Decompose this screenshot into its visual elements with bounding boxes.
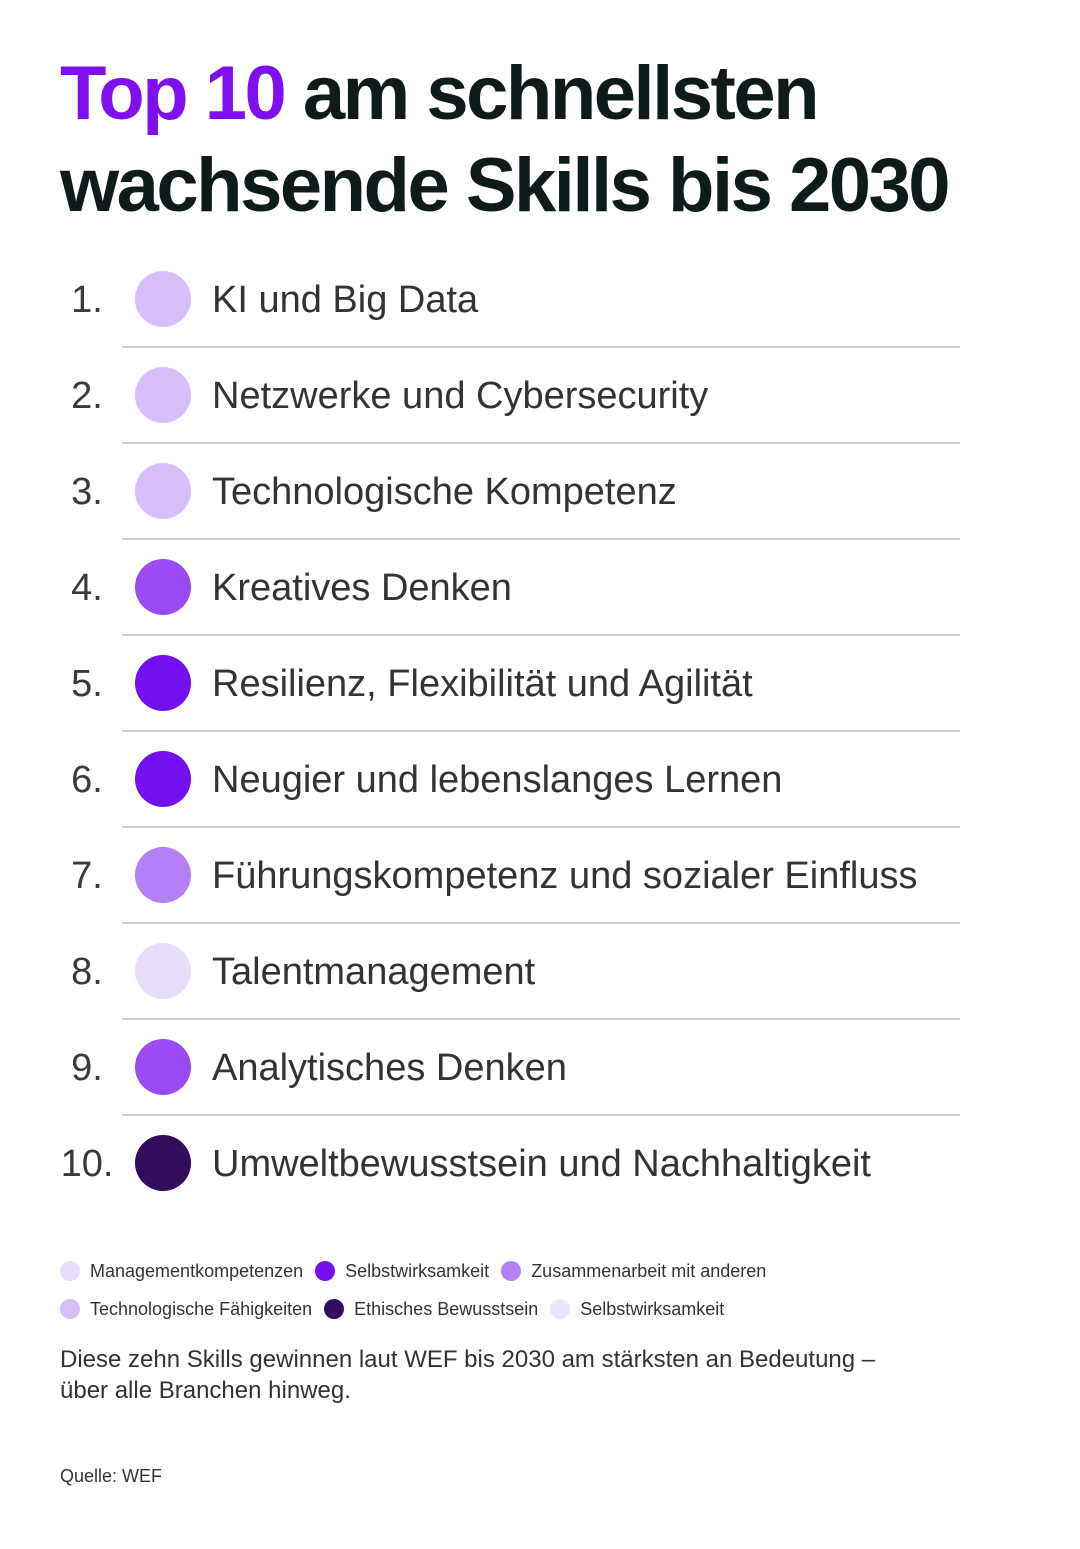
skill-row: 5. Resilienz, Flexibilität und Agilität (60, 636, 960, 732)
rank-number: 2. (71, 375, 103, 417)
rank-number: 5. (71, 663, 103, 705)
title-line-1: Top 10 am schnellsten (60, 48, 1040, 140)
title-highlight: Top 10 (60, 51, 287, 136)
category-dot (135, 943, 191, 999)
category-dot (135, 463, 191, 519)
row-divider (122, 730, 960, 732)
skill-label: Neugier und lebenslanges Lernen (212, 759, 783, 801)
skill-row: 8. Talentmanagement (60, 924, 960, 1020)
legend-swatch (550, 1299, 571, 1319)
category-dot (135, 751, 191, 807)
skill-label: Technologische Kompetenz (212, 471, 677, 513)
legend-item: Technologische Fähigkeiten (60, 1299, 312, 1320)
rank-number: 8. (71, 951, 103, 993)
footnote-line-2: über alle Branchen hinweg. (60, 1377, 351, 1404)
chart-title: Top 10 am schnellsten wachsende Skills b… (60, 48, 1040, 232)
skill-row: 9. Analytisches Denken (60, 1020, 960, 1116)
legend-swatch (60, 1299, 80, 1319)
skill-label: Umweltbewusstsein und Nachhaltigkeit (212, 1143, 871, 1185)
row-divider (122, 922, 960, 924)
row-divider (122, 538, 960, 540)
rank-number: 6. (71, 759, 103, 801)
skill-row: 3. Technologische Kompetenz (60, 444, 960, 540)
row-divider (122, 442, 960, 444)
skill-row: 1. KI und Big Data (60, 252, 960, 348)
skill-label: Netzwerke und Cybersecurity (212, 375, 709, 417)
legend-label: Technologische Fähigkeiten (90, 1298, 313, 1319)
legend-item: Managementkompetenzen (60, 1261, 303, 1282)
skill-row: 7. Führungskompetenz und sozialer Einflus… (60, 828, 960, 924)
row-divider (122, 346, 960, 348)
skill-label: Talentmanagement (212, 951, 536, 993)
title-line-2: wachsende Skills bis 2030 (60, 143, 951, 228)
skill-label: KI und Big Data (212, 279, 479, 321)
skill-label: Resilienz, Flexibilität und Agilität (212, 663, 753, 705)
legend-label: Selbstwirksamkeit (580, 1298, 725, 1319)
title-rest: am schnellsten (302, 51, 820, 136)
rank-number: 4. (71, 567, 103, 609)
skill-row: 2. Netzwerke und Cybersecurity (60, 348, 960, 444)
rank-number: 7. (71, 855, 103, 897)
category-dot (135, 559, 191, 615)
footnote: Diese zehn Skills gewinnen laut WEF bis … (60, 1344, 940, 1406)
legend-label: Selbstwirksamkeit (345, 1260, 490, 1281)
rank-number: 1. (71, 279, 103, 321)
skill-ranking-list: 1. KI und Big Data 2. Netzwerke und Cyberse… (60, 252, 960, 1212)
row-divider (122, 826, 960, 828)
legend-item: Selbstwirksamkeit (315, 1261, 489, 1282)
row-divider (122, 1018, 960, 1020)
legend-swatch (60, 1261, 80, 1281)
legend-label: Managementkompetenzen (90, 1260, 304, 1281)
skill-row: 10. Umweltbewusstsein und Nachhaltigkeit (60, 1116, 960, 1212)
skill-row: 6. Neugier und lebenslanges Lernen (60, 732, 960, 828)
legend-row: Managementkompetenzen Selbstwirksamkeit Zu… (60, 1252, 1040, 1290)
row-divider (122, 1114, 960, 1116)
legend-swatch (315, 1261, 336, 1281)
skill-label: Kreatives Denken (212, 567, 512, 609)
legend: Managementkompetenzen Selbstwirksamkeit Zu… (60, 1252, 1040, 1328)
category-dot (135, 847, 191, 903)
category-dot (135, 655, 191, 711)
category-dot (135, 1039, 191, 1095)
legend-label: Zusammenarbeit mit anderen (531, 1260, 767, 1281)
category-dot (135, 367, 191, 423)
rank-number: 3. (71, 471, 103, 513)
source-label: Quelle: WEF (60, 1466, 163, 1486)
rank-number: 9. (71, 1047, 103, 1089)
skill-label: Führungskompetenz und sozialer Einfluss (212, 855, 918, 897)
legend-swatch (501, 1261, 522, 1281)
skill-row: 4. Kreatives Denken (60, 540, 960, 636)
legend-swatch (324, 1299, 345, 1319)
footnote-line-1: Diese zehn Skills gewinnen laut WEF bis … (60, 1346, 876, 1373)
category-dot (135, 1135, 191, 1191)
legend-label: Ethisches Bewusstsein (354, 1298, 539, 1319)
category-dot (135, 271, 191, 327)
legend-item: Zusammenarbeit mit anderen (501, 1261, 766, 1282)
legend-item: Selbstwirksamkeit (550, 1299, 724, 1320)
legend-item: Ethisches Bewusstsein (324, 1299, 538, 1320)
rank-number: 10. (60, 1143, 114, 1185)
legend-row: Technologische Fähigkeiten Ethisches Bewu… (60, 1290, 1040, 1328)
skill-label: Analytisches Denken (212, 1047, 567, 1089)
row-divider (122, 634, 960, 636)
